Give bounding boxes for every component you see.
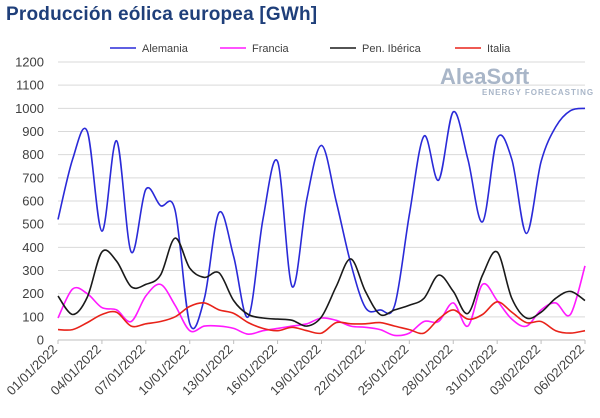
- series-line-italia: [57, 301, 586, 335]
- chart-title: Producción eólica europea [GWh]: [6, 4, 318, 25]
- legend-label-francia: Francia: [252, 43, 290, 55]
- y-tick-label: 1100: [16, 78, 44, 93]
- y-tick-label: 1000: [15, 101, 44, 116]
- series-line-pen-ib-rica: [57, 237, 586, 327]
- x-axis-ticks: 01/01/202204/01/202207/01/202210/01/2022…: [3, 340, 587, 398]
- logo-subtitle: ENERGY FORECASTING: [482, 88, 595, 97]
- y-tick-label: 400: [22, 240, 44, 255]
- legend-label-italia: Italia: [487, 43, 511, 55]
- logo-name: AleaSoft: [440, 64, 530, 89]
- y-tick-label: 300: [22, 263, 44, 278]
- grid-lines: [58, 61, 585, 341]
- y-tick-label: 200: [22, 286, 44, 301]
- y-tick-label: 900: [22, 124, 44, 139]
- legend-label-pen-ib-rica: Pen. Ibérica: [362, 43, 422, 55]
- aleasoft-logo: AleaSoft ENERGY FORECASTING: [440, 64, 595, 98]
- series-lines: [57, 107, 586, 337]
- y-tick-label: 1200: [15, 55, 44, 70]
- y-tick-label: 500: [22, 217, 44, 232]
- y-tick-label: 600: [22, 194, 44, 209]
- y-tick-label: 100: [22, 309, 44, 324]
- legend-label-alemania: Alemania: [142, 43, 189, 55]
- y-tick-label: 0: [37, 333, 44, 348]
- y-axis-ticks: 0 100 200 300 400 500 600 700 800 900 1000 1100 1200: [15, 55, 44, 348]
- series-line-alemania: [57, 107, 586, 330]
- legend: Alemania Francia Pen. Ibérica Italia: [110, 43, 511, 55]
- y-tick-label: 800: [22, 147, 44, 162]
- y-tick-label: 700: [22, 170, 44, 185]
